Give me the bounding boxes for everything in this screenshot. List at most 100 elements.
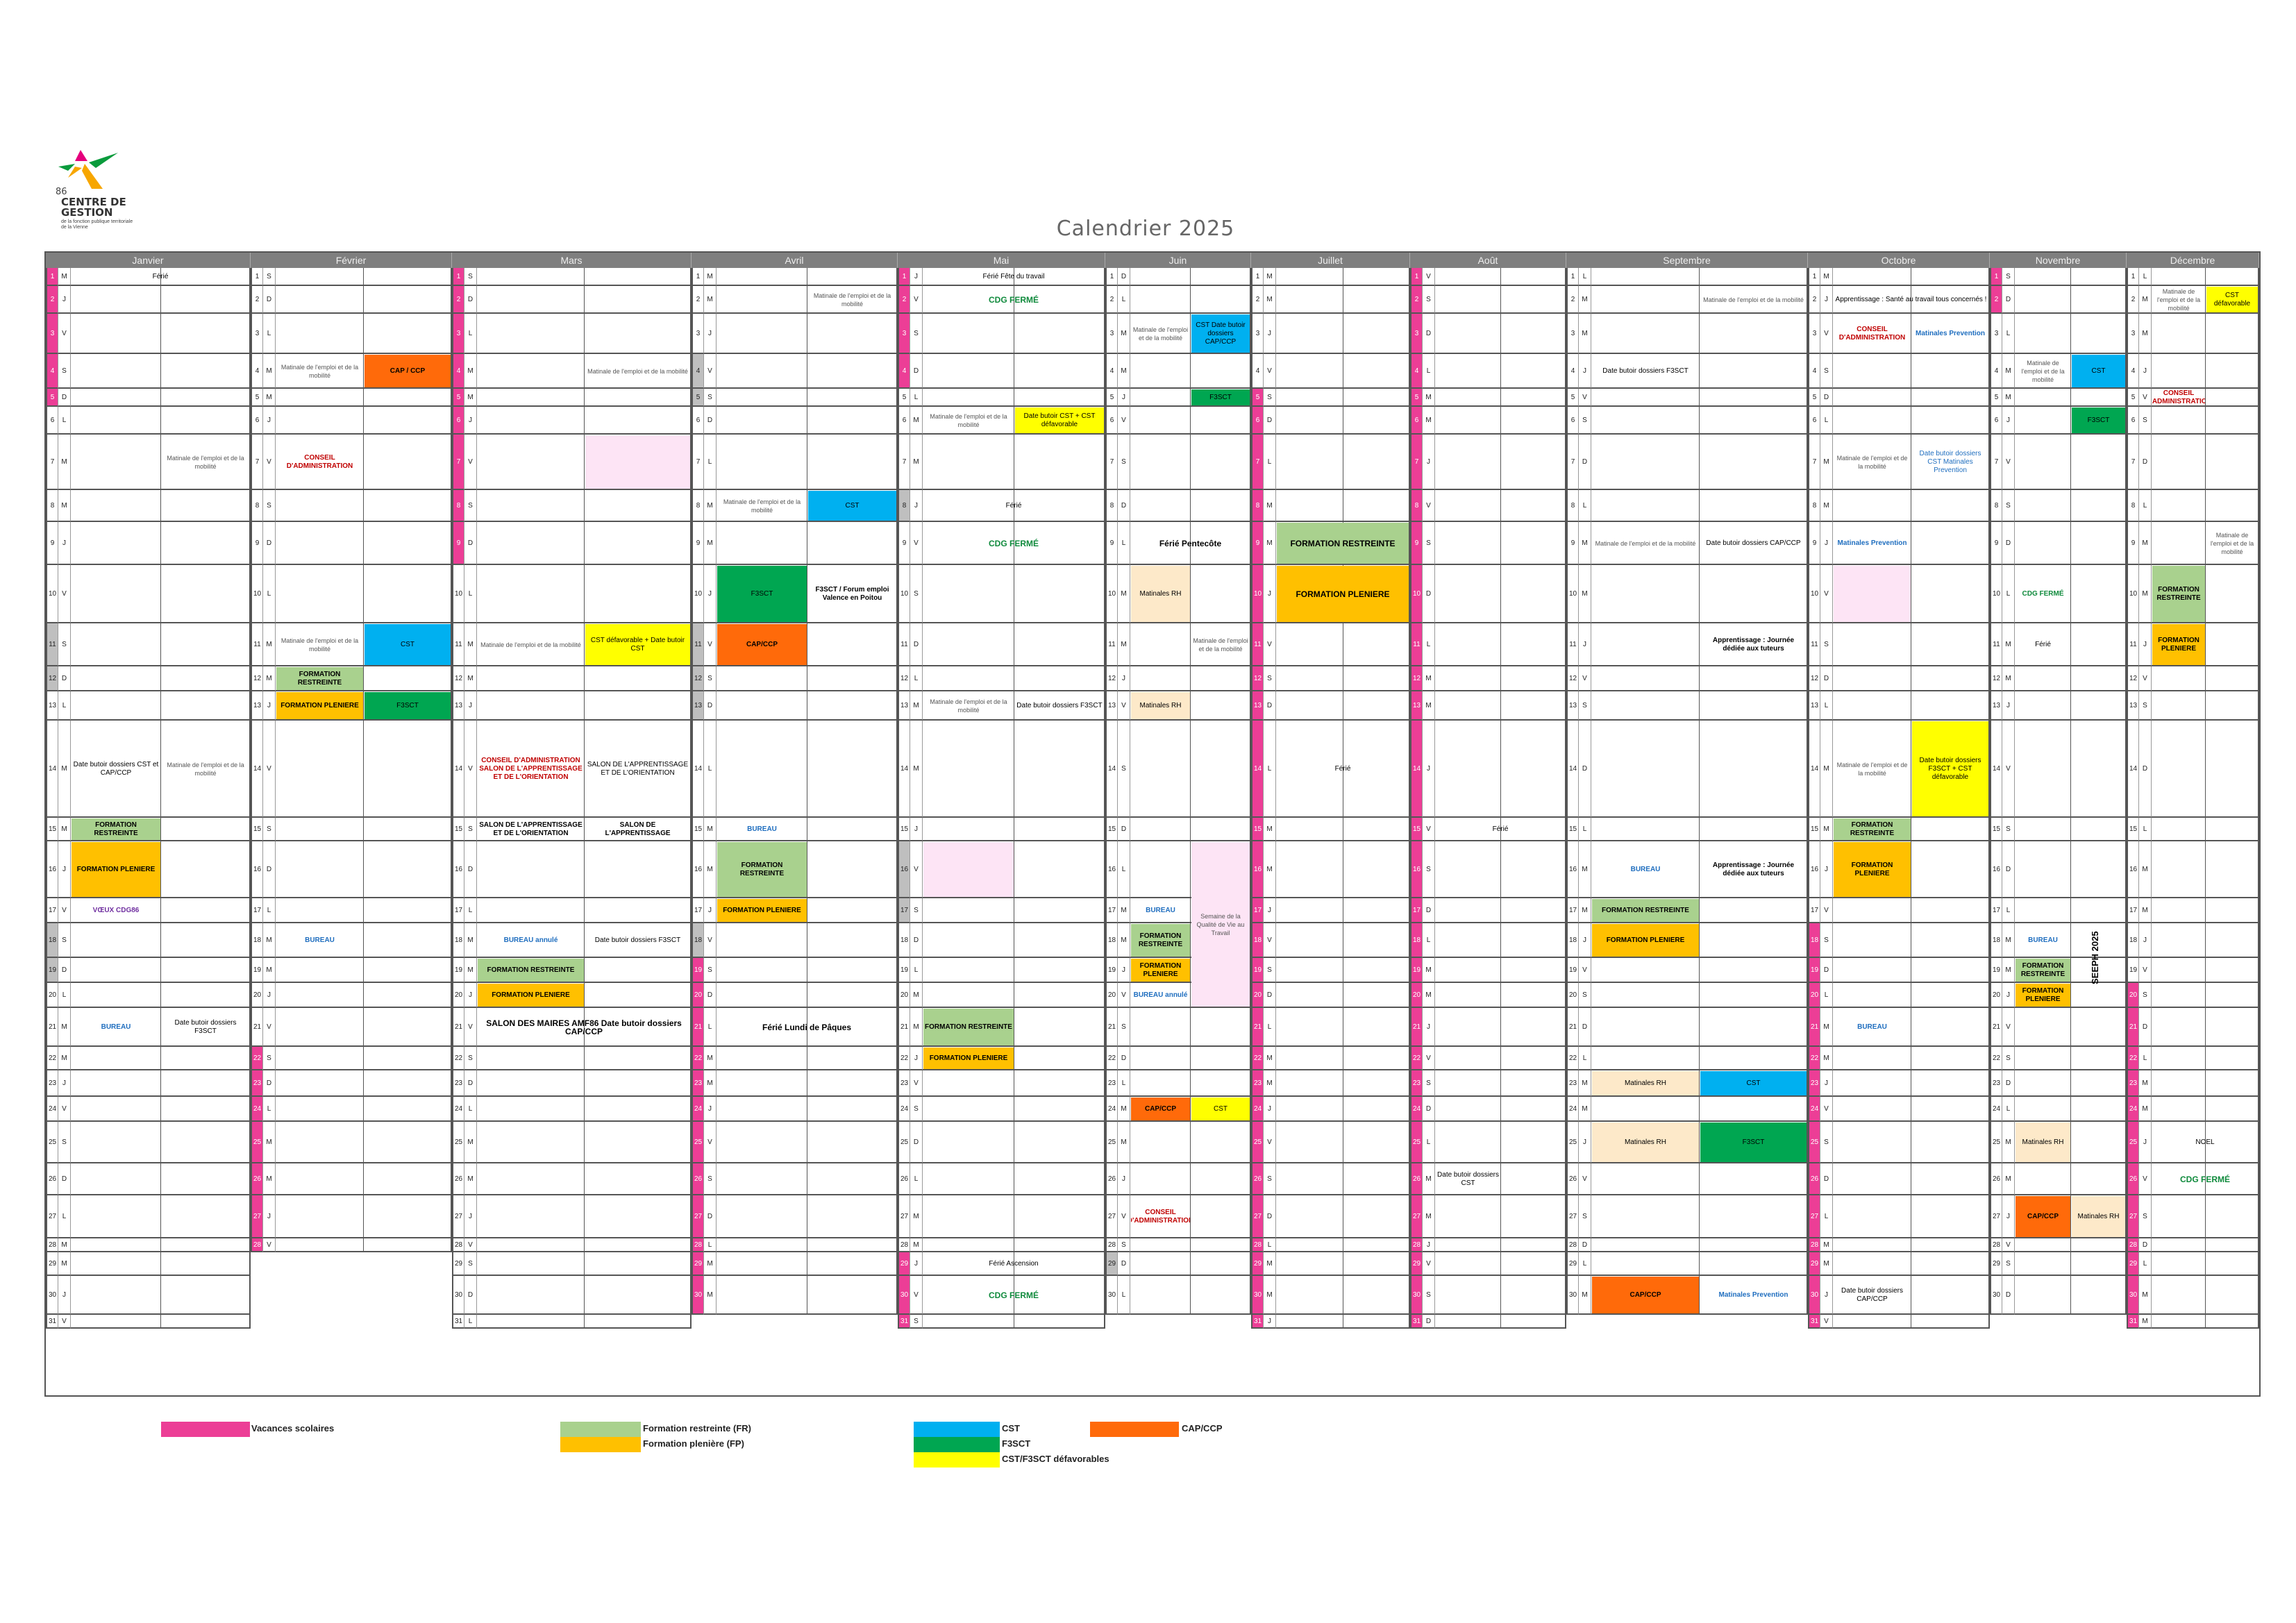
day-slot-am[interactable]	[1130, 354, 1191, 389]
day-slot-am[interactable]	[1833, 1008, 1911, 1047]
day-number[interactable]: 26	[1251, 1163, 1264, 1195]
day-slot-pm[interactable]	[585, 314, 692, 354]
day-slot-pm[interactable]	[364, 407, 452, 435]
day-slot-pm[interactable]	[1191, 407, 1251, 435]
day-slot-pm[interactable]	[1014, 841, 1105, 898]
day-slot-am[interactable]	[1130, 565, 1191, 623]
calendar-event[interactable]: Matinales Prevention	[1718, 1290, 1788, 1299]
day-number[interactable]: 26	[692, 1163, 704, 1195]
day-number[interactable]: 8	[1990, 490, 2002, 522]
calendar-event[interactable]: FORMATION PLENIERE	[2152, 624, 2205, 665]
day-slot-pm[interactable]	[1343, 354, 1410, 389]
day-slot-pm[interactable]	[364, 1195, 452, 1238]
day-slot-am[interactable]	[923, 721, 1014, 818]
day-number[interactable]: 29	[1105, 1252, 1118, 1276]
day-number[interactable]: 5	[1566, 389, 1579, 407]
calendar-event[interactable]: BUREAU	[2028, 936, 2058, 944]
calendar-event[interactable]: Date butoir dossiers F3SCT	[594, 936, 681, 944]
day-number[interactable]: 12	[1251, 666, 1264, 691]
day-slot-am[interactable]	[717, 721, 807, 818]
day-slot-am[interactable]	[71, 1070, 161, 1097]
day-number[interactable]: 15	[1410, 818, 1423, 841]
day-slot-pm[interactable]	[585, 1008, 692, 1047]
day-slot-am[interactable]	[71, 286, 161, 314]
day-number[interactable]: 7	[1808, 435, 1820, 490]
day-slot-pm[interactable]	[1191, 314, 1251, 354]
day-slot-pm[interactable]	[585, 407, 692, 435]
day-slot-pm[interactable]	[2206, 898, 2259, 923]
day-slot-am[interactable]	[276, 958, 364, 983]
day-slot-am[interactable]	[1591, 623, 1700, 666]
day-slot-am[interactable]	[923, 389, 1014, 407]
day-number[interactable]: 11	[46, 623, 58, 666]
day-slot-am[interactable]	[71, 721, 161, 818]
day-slot-am[interactable]	[1435, 721, 1501, 818]
day-slot-am[interactable]	[2152, 565, 2206, 623]
day-slot-pm[interactable]	[1501, 623, 1566, 666]
day-number[interactable]: 30	[692, 1276, 704, 1315]
day-number[interactable]: 17	[46, 898, 58, 923]
day-number[interactable]: 15	[251, 818, 263, 841]
day-slot-pm[interactable]	[2071, 490, 2127, 522]
day-slot-am[interactable]	[1130, 983, 1191, 1008]
day-slot-am[interactable]	[71, 958, 161, 983]
day-slot-am[interactable]	[1591, 314, 1700, 354]
day-slot-am[interactable]	[1276, 435, 1343, 490]
day-number[interactable]: 9	[692, 522, 704, 565]
day-number[interactable]: 30	[2127, 1276, 2139, 1315]
day-number[interactable]: 4	[1410, 354, 1423, 389]
day-slot-pm[interactable]	[1191, 818, 1251, 841]
calendar-event[interactable]: F3SCT	[717, 566, 807, 622]
day-slot-am[interactable]	[276, 435, 364, 490]
day-slot-pm[interactable]	[2071, 721, 2127, 818]
calendar-event[interactable]	[923, 842, 1014, 897]
day-number[interactable]: 8	[1808, 490, 1820, 522]
day-slot-am[interactable]	[477, 389, 585, 407]
day-slot-am[interactable]	[923, 1195, 1014, 1238]
day-number[interactable]: 21	[1105, 1008, 1118, 1047]
day-number[interactable]: 25	[251, 1122, 263, 1163]
day-slot-pm[interactable]	[2206, 1252, 2259, 1276]
day-slot-pm[interactable]	[1191, 490, 1251, 522]
day-slot-am[interactable]	[1833, 435, 1911, 490]
day-slot-am[interactable]	[2152, 1276, 2206, 1315]
day-slot-am[interactable]	[276, 623, 364, 666]
day-slot-pm[interactable]	[1501, 898, 1566, 923]
day-slot-pm[interactable]	[807, 983, 898, 1008]
day-number[interactable]: 24	[1410, 1097, 1423, 1122]
day-slot-pm[interactable]	[1700, 286, 1808, 314]
day-number[interactable]: 23	[1566, 1070, 1579, 1097]
day-slot-am[interactable]	[717, 1238, 807, 1252]
day-slot-am[interactable]	[71, 389, 161, 407]
calendar-event[interactable]: Matinales RH	[2016, 1122, 2070, 1162]
day-slot-pm[interactable]	[364, 314, 452, 354]
day-slot-am[interactable]	[2015, 490, 2071, 522]
day-number[interactable]: 7	[1410, 435, 1423, 490]
day-number[interactable]: 26	[1808, 1163, 1820, 1195]
day-slot-pm[interactable]	[2071, 1163, 2127, 1195]
day-number[interactable]: 9	[1566, 522, 1579, 565]
day-slot-pm[interactable]	[1501, 565, 1566, 623]
day-slot-pm[interactable]	[2071, 1047, 2127, 1070]
day-number[interactable]: 4	[1251, 354, 1264, 389]
day-slot-am[interactable]	[276, 666, 364, 691]
day-number[interactable]: 18	[898, 923, 910, 958]
day-slot-am[interactable]	[2015, 1195, 2071, 1238]
day-slot-pm[interactable]	[1343, 1252, 1410, 1276]
day-slot-am[interactable]	[923, 435, 1014, 490]
day-slot-am[interactable]	[477, 923, 585, 958]
day-number[interactable]: 13	[1251, 691, 1264, 721]
day-number[interactable]: 5	[1990, 389, 2002, 407]
day-slot-am[interactable]	[2015, 286, 2071, 314]
day-slot-am[interactable]	[1276, 1070, 1343, 1097]
day-slot-am[interactable]	[71, 1195, 161, 1238]
day-number[interactable]: 3	[1251, 314, 1264, 354]
day-number[interactable]: 13	[1410, 691, 1423, 721]
day-slot-am[interactable]	[477, 818, 585, 841]
day-slot-am[interactable]	[276, 565, 364, 623]
day-number[interactable]: 13	[1105, 691, 1118, 721]
day-slot-pm[interactable]	[807, 898, 898, 923]
day-number[interactable]: 18	[2127, 923, 2139, 958]
day-number[interactable]: 3	[251, 314, 263, 354]
calendar-event[interactable]: FORMATION RESTREINTE	[72, 818, 160, 840]
